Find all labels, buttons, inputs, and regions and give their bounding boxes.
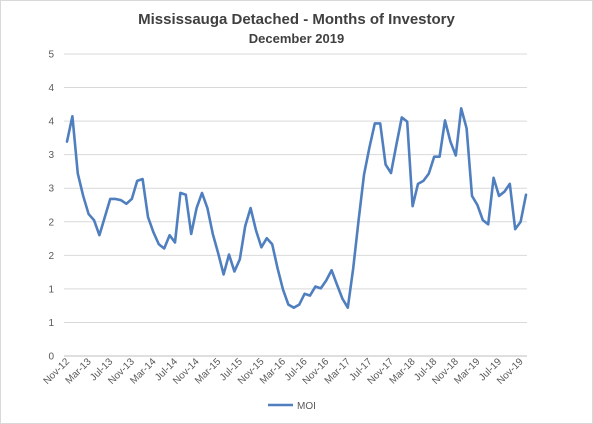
y-tick-label: 0: [48, 352, 54, 363]
y-axis-tick-labels: 0 1 1 2 2 3 3 4 4 5: [48, 50, 54, 363]
y-tick-label: 3: [48, 150, 54, 161]
y-tick-label: 1: [48, 318, 54, 329]
chart-title: Mississauga Detached - Months of Investo…: [138, 11, 455, 28]
chart-subtitle: December 2019: [248, 31, 345, 46]
y-tick-label: 2: [48, 251, 54, 262]
series-layer: [65, 107, 528, 309]
y-tick-label: 4: [48, 83, 54, 94]
y-tick-label: 3: [48, 184, 54, 195]
legend: MOI: [268, 401, 316, 412]
y-tick-label: 5: [48, 50, 54, 61]
gridlines: [64, 53, 527, 323]
y-tick-label: 2: [48, 217, 54, 228]
series-line-moi: [65, 107, 528, 309]
x-axis-tick-labels: Nov-12Mar-13Jul-13Nov-13Mar-14Jul-14Nov-…: [42, 356, 526, 387]
y-tick-label: 1: [48, 284, 54, 295]
legend-label-moi: MOI: [297, 401, 316, 412]
y-tick-label: 4: [48, 117, 54, 128]
